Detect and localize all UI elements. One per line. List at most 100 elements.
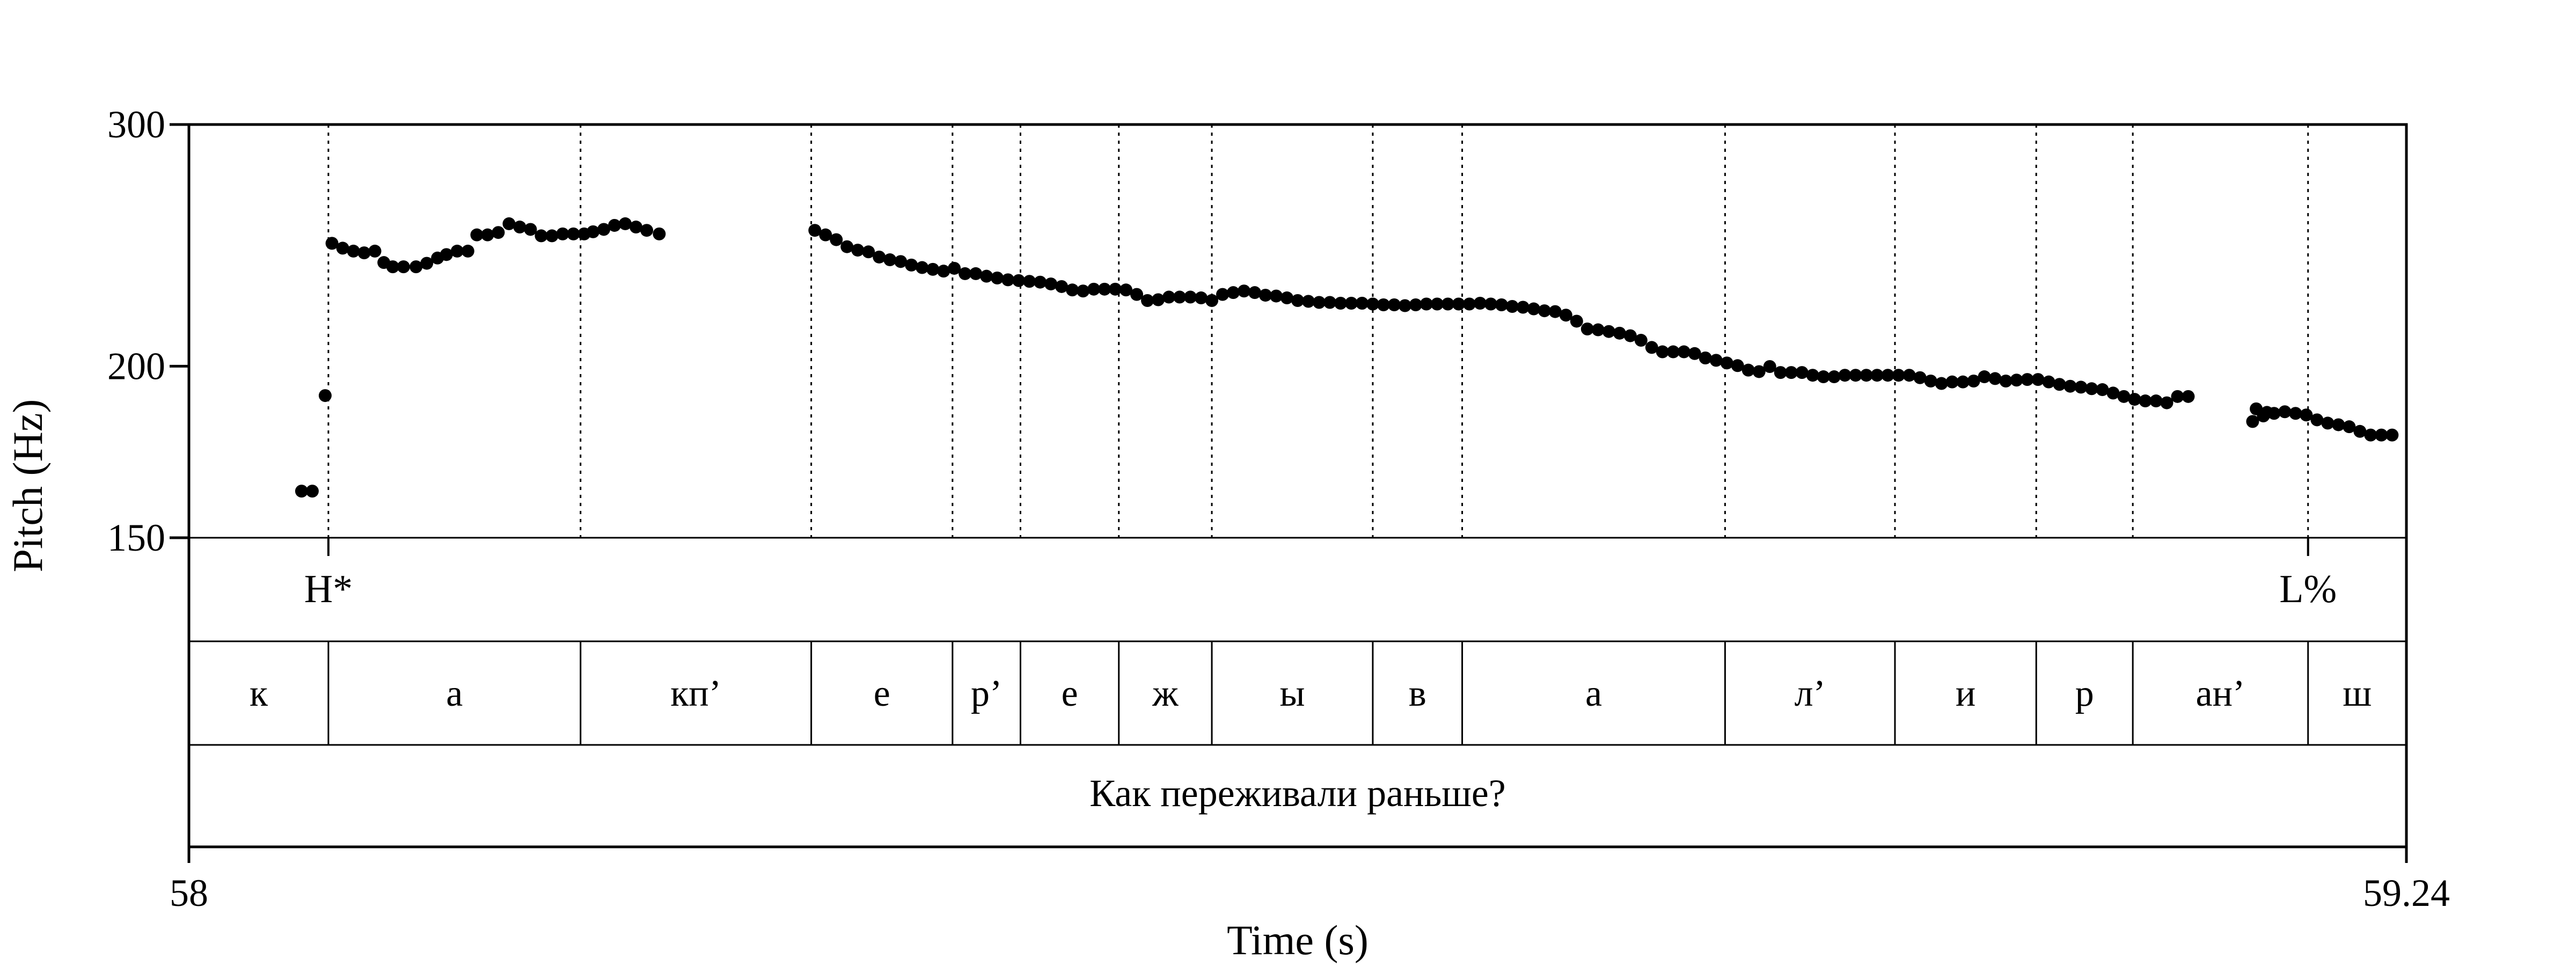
pitch-point bbox=[1023, 275, 1036, 288]
pitch-point bbox=[1419, 297, 1433, 311]
pitch-point bbox=[2182, 390, 2195, 403]
pitch-point bbox=[2385, 428, 2399, 442]
plot-frame bbox=[187, 123, 2408, 848]
pitch-point bbox=[492, 226, 505, 239]
pitch-point bbox=[1988, 372, 2002, 385]
pitch-point bbox=[1956, 375, 1970, 389]
pitch-point bbox=[1591, 323, 1605, 336]
segment-label: е bbox=[1062, 673, 1078, 714]
pitch-point bbox=[420, 257, 434, 270]
pitch-point bbox=[1001, 273, 1015, 287]
pitch-point bbox=[2117, 390, 2131, 403]
segment-label: к bbox=[250, 673, 268, 714]
pitch-point bbox=[608, 218, 621, 232]
pitch-point bbox=[2063, 379, 2077, 393]
pitch-point bbox=[1784, 366, 1798, 379]
pitch-point bbox=[386, 260, 399, 274]
pitch-point bbox=[2021, 373, 2034, 386]
pitch-point bbox=[1677, 345, 1690, 358]
pitch-point bbox=[347, 244, 360, 258]
pitch-point bbox=[1699, 351, 1712, 364]
pitch-point bbox=[916, 261, 929, 274]
pitch-point bbox=[2042, 375, 2055, 389]
pitch-point bbox=[1752, 365, 1766, 378]
pitch-point bbox=[873, 250, 886, 264]
pitch-point bbox=[1559, 309, 1572, 322]
pitch-point bbox=[2321, 416, 2334, 430]
pitch-point bbox=[597, 223, 611, 236]
pitch-point bbox=[1323, 296, 1336, 309]
pitch-point bbox=[2353, 425, 2367, 438]
pitch-point bbox=[295, 485, 308, 498]
pitch-point bbox=[1527, 302, 1540, 316]
pitch-point bbox=[1205, 294, 1219, 308]
pitch-point bbox=[1806, 369, 1819, 382]
pitch-point bbox=[440, 248, 453, 261]
pitch-point bbox=[1055, 280, 1069, 293]
pitch-point bbox=[2106, 386, 2120, 400]
pitch-point bbox=[1967, 374, 1980, 387]
y-tick-label: 300 bbox=[107, 103, 165, 146]
pitch-point bbox=[2310, 413, 2324, 427]
pitch-point bbox=[883, 253, 897, 267]
pitch-point bbox=[2246, 415, 2259, 428]
pitch-point bbox=[1044, 277, 1058, 291]
pitch-point bbox=[461, 244, 474, 258]
pitch-point bbox=[1870, 369, 1884, 382]
pitch-point bbox=[1141, 294, 1154, 308]
pitch-point bbox=[2289, 407, 2302, 420]
pitch-point bbox=[1152, 293, 1165, 306]
pitch-point bbox=[1377, 298, 1390, 311]
segment-label: р bbox=[2075, 673, 2094, 714]
pitch-point bbox=[325, 237, 339, 250]
pitch-point bbox=[1216, 288, 1230, 301]
pitch-point bbox=[2332, 418, 2345, 431]
pitch-point bbox=[1227, 286, 1240, 299]
pitch-point bbox=[1838, 369, 1851, 382]
pitch-point bbox=[862, 245, 875, 259]
pitch-point bbox=[1763, 360, 1776, 373]
pitch-point bbox=[894, 255, 908, 268]
pitch-point bbox=[2257, 409, 2270, 423]
pitch-point bbox=[368, 244, 382, 258]
pitch-point bbox=[1301, 295, 1315, 308]
pitch-point bbox=[1109, 282, 1122, 296]
pitch-point bbox=[1430, 297, 1444, 311]
pitch-point bbox=[1462, 297, 1476, 311]
chart-layer: H* L% к а кп’ е р’ е ж ы в а л’ и р ан’ ш Как переживали … bbox=[107, 103, 2450, 914]
pitch-point bbox=[1130, 288, 1144, 301]
pitch-point bbox=[1860, 369, 1873, 382]
y-tick-label: 150 bbox=[107, 516, 165, 559]
pitch-point bbox=[653, 227, 666, 240]
pitch-point bbox=[470, 228, 484, 241]
pitch-point bbox=[630, 221, 643, 234]
pitch-point bbox=[1334, 296, 1347, 310]
pitch-point bbox=[851, 244, 865, 257]
pitch-point bbox=[1602, 325, 1615, 338]
pitch-point bbox=[1774, 366, 1787, 379]
pitch-point bbox=[513, 221, 526, 234]
pitch-point bbox=[1999, 374, 2012, 387]
pitch-point bbox=[2053, 378, 2066, 391]
pitch-point bbox=[2085, 382, 2098, 396]
pitch-point bbox=[1119, 283, 1133, 297]
pitch-point bbox=[808, 224, 822, 237]
pitch-point bbox=[2139, 394, 2152, 408]
pitch-point bbox=[1355, 296, 1368, 310]
pitch-point bbox=[1066, 283, 1079, 297]
pitch-point bbox=[318, 389, 332, 402]
segment-label: в bbox=[1409, 673, 1426, 714]
pitch-point bbox=[1173, 290, 1187, 304]
pitch-point bbox=[1720, 356, 1733, 370]
pitch-point bbox=[1280, 291, 1294, 305]
pitch-point bbox=[1034, 275, 1047, 289]
pitch-point bbox=[2160, 396, 2174, 409]
pitch-point bbox=[1913, 371, 1927, 384]
pitch-point bbox=[1892, 369, 1905, 382]
pitch-point bbox=[1634, 334, 1648, 347]
pitch-point bbox=[1259, 289, 1272, 302]
pitch-point bbox=[450, 244, 464, 258]
pitch-point bbox=[2171, 390, 2184, 403]
pitch-point bbox=[1978, 370, 1991, 384]
pitch-point bbox=[1238, 284, 1251, 298]
